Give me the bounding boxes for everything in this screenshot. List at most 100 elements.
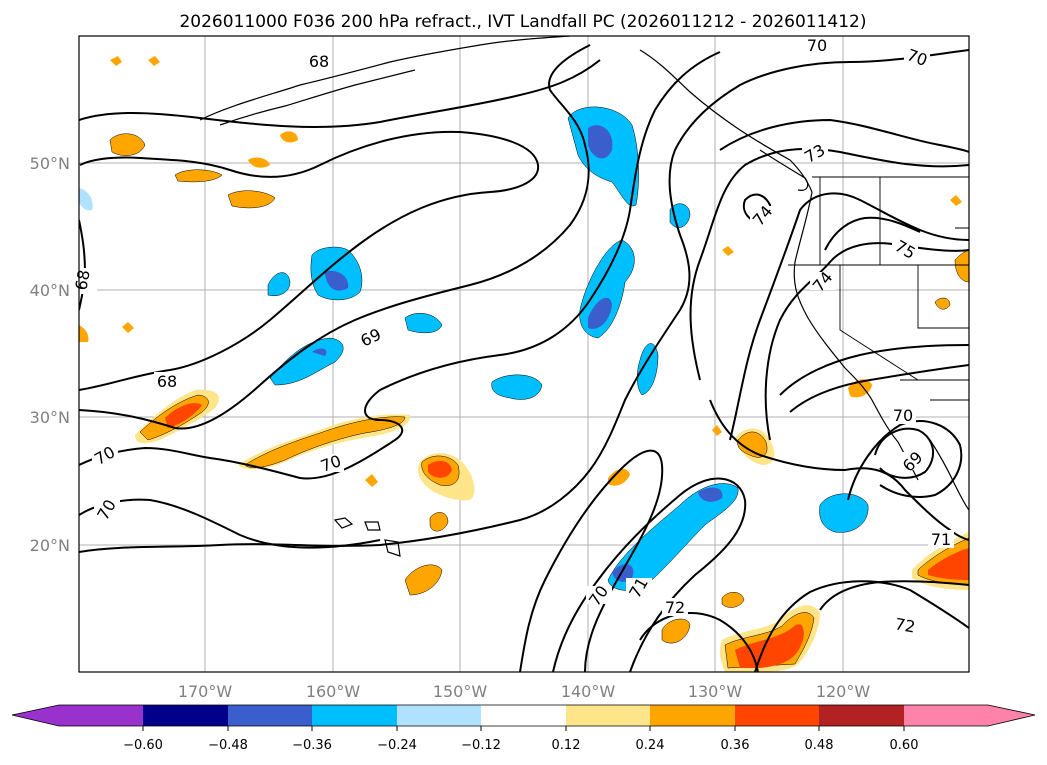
colorbar-tick-label: −0.60 xyxy=(123,738,163,753)
colorbar-tick-label: −0.36 xyxy=(292,738,332,753)
svg-text:70: 70 xyxy=(893,406,913,425)
aleutian-chain xyxy=(199,36,571,121)
colorbar-segment xyxy=(143,705,228,726)
blob-pos-core xyxy=(735,624,804,668)
contour-label: 68 xyxy=(306,52,332,71)
coastlines xyxy=(199,36,969,557)
blob-pos xyxy=(79,325,89,342)
blob-neg-core xyxy=(325,270,349,291)
contour-label: 70 xyxy=(804,36,830,55)
colorbar: −0.60 −0.48 −0.36 −0.24 −0.12 0.12 0.24 … xyxy=(11,704,1036,753)
lon-axis: 170°W 160°W 150°W 140°W 130°W 120°W xyxy=(178,682,871,701)
blob-pos xyxy=(661,618,691,644)
contour-74 xyxy=(729,192,969,441)
lat-axis: 50°N 40°N 30°N 20°N xyxy=(30,154,70,555)
blob-pos xyxy=(722,246,734,256)
contour-label: 68 xyxy=(71,268,97,294)
blob-pos xyxy=(248,157,270,168)
colorbar-tick-label: −0.24 xyxy=(377,738,417,753)
blob-pos xyxy=(712,425,722,436)
colorbar-segment xyxy=(481,705,566,726)
svg-text:72: 72 xyxy=(893,614,916,636)
contour-75 xyxy=(764,242,969,441)
contour-75 xyxy=(824,216,921,251)
map-background xyxy=(79,36,969,672)
contour-69 xyxy=(79,44,591,430)
alaska-bc-coast xyxy=(639,49,813,193)
svg-text:68: 68 xyxy=(309,52,329,71)
colorbar-segment xyxy=(59,705,143,726)
colorbar-segment xyxy=(735,705,819,726)
colorbar-tick-label: −0.48 xyxy=(208,738,248,753)
blob-neg xyxy=(491,374,543,400)
contour-73 xyxy=(779,344,969,396)
blob-pos xyxy=(227,190,276,209)
blob-pos xyxy=(122,322,134,333)
lat-tick-label: 20°N xyxy=(30,536,70,555)
blob-pos xyxy=(404,564,443,596)
lon-tick-label: 130°W xyxy=(688,682,743,701)
colorbar-segment xyxy=(904,705,988,726)
blob-pos xyxy=(950,195,962,206)
blob-neg xyxy=(637,343,659,396)
blob-neg xyxy=(79,188,93,211)
blob-pos xyxy=(148,56,160,66)
map-panel: 68 68 68 69 69 70 70 70 70 70 70 70 71 7… xyxy=(30,35,970,701)
blob-pos xyxy=(429,512,449,532)
blob-neg xyxy=(404,313,443,334)
contour-lines xyxy=(79,44,969,672)
lon-tick-label: 170°W xyxy=(178,682,233,701)
map-frame xyxy=(78,35,970,673)
blob-pos xyxy=(109,133,146,156)
contour-68 xyxy=(79,59,601,128)
blob-neg-core xyxy=(588,125,613,159)
figure-title: 2026011000 F036 200 hPa refract., IVT La… xyxy=(179,12,866,32)
colorbar-segment xyxy=(566,705,650,726)
svg-text:72: 72 xyxy=(665,598,685,617)
hawaii-islands xyxy=(333,517,401,557)
colorbar-segment xyxy=(312,705,397,726)
lat-tick-label: 30°N xyxy=(30,408,70,427)
colorbar-segment xyxy=(397,705,481,726)
contour-70-closed xyxy=(847,420,963,501)
blob-pos xyxy=(110,56,122,66)
blob-pos-core xyxy=(928,548,969,580)
colorbar-tick-label: 0.60 xyxy=(890,738,919,753)
colorbar-extend-high xyxy=(988,705,1035,726)
baja-coast xyxy=(929,439,969,511)
lon-tick-label: 140°W xyxy=(561,682,616,701)
svg-text:71: 71 xyxy=(931,530,951,549)
vancouver-island xyxy=(759,149,809,191)
contour-72 xyxy=(639,611,759,672)
blob-neg xyxy=(819,493,869,533)
contour-72 xyxy=(789,364,969,413)
blob-neg xyxy=(267,272,291,296)
contour-label: 72 xyxy=(892,614,918,637)
colorbar-segment xyxy=(228,705,312,726)
us-west-coast xyxy=(793,191,919,481)
shaded-field xyxy=(79,56,969,672)
contour-label: 70 xyxy=(318,451,344,476)
contour-label: 71 xyxy=(928,530,954,549)
blob-neg-core xyxy=(698,487,723,502)
contour-68 xyxy=(79,130,540,391)
contour-label: 72 xyxy=(662,598,688,617)
blob-pos xyxy=(280,131,298,143)
blob-pos xyxy=(934,297,951,310)
contour-70 xyxy=(79,49,969,553)
lon-tick-label: 160°W xyxy=(306,682,361,701)
blob-neg-core xyxy=(312,348,327,356)
colorbar-tick-label: 0.36 xyxy=(721,738,750,753)
svg-text:70: 70 xyxy=(807,36,827,55)
blob-pos-core xyxy=(428,460,452,478)
borders xyxy=(788,176,969,401)
colorbar-ticks: −0.60 −0.48 −0.36 −0.24 −0.12 0.12 0.24 … xyxy=(123,726,918,753)
blob-pos-core xyxy=(165,403,202,428)
svg-text:68: 68 xyxy=(71,268,93,291)
colorbar-segment xyxy=(650,705,735,726)
contour-72 xyxy=(689,147,969,381)
contour-label: 70 xyxy=(890,406,916,425)
blob-neg-core xyxy=(612,564,634,582)
blob-pos xyxy=(365,474,378,487)
